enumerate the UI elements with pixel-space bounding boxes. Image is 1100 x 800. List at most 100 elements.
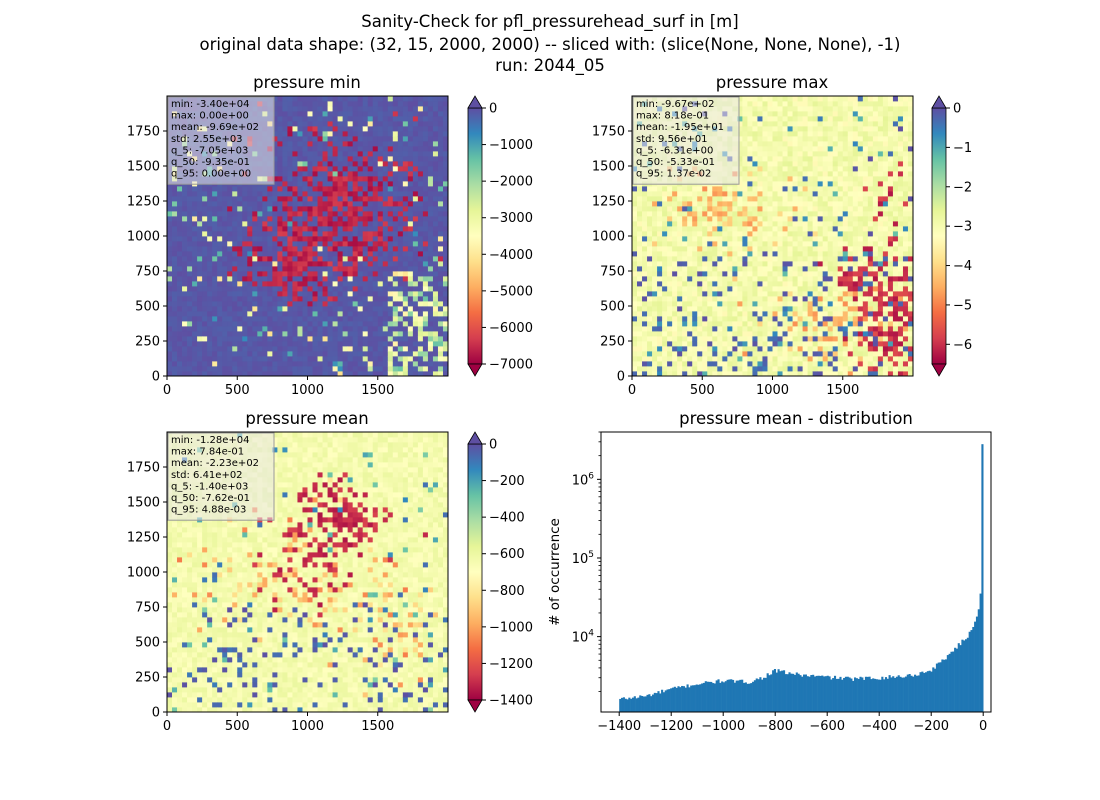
heatmap-cell	[202, 371, 208, 376]
heatmap-cell	[167, 321, 173, 327]
heatmap-cell	[372, 281, 379, 287]
heatmap-cell	[397, 211, 404, 217]
heatmap-cell	[767, 181, 773, 187]
heatmap-cell	[222, 326, 228, 332]
heatmap-cell	[247, 221, 253, 227]
heatmap-cell	[442, 336, 448, 342]
heatmap-cell	[412, 131, 419, 137]
heatmap-cell	[357, 201, 364, 207]
heatmap-cell	[182, 291, 188, 297]
heatmap-cell	[657, 311, 663, 317]
heatmap-cell	[432, 121, 439, 127]
heatmap-cell	[692, 236, 698, 242]
heatmap-cell	[397, 106, 404, 112]
heatmap-cell	[247, 206, 253, 212]
heatmap-cell	[427, 236, 434, 242]
heatmap-cell	[377, 101, 384, 107]
heatmap-cell	[427, 251, 434, 257]
heatmap-cell	[437, 351, 444, 357]
heatmap-cell	[177, 336, 183, 342]
heatmap-cell	[667, 236, 673, 242]
heatmap-cell	[192, 331, 198, 337]
heatmap-cell	[382, 246, 389, 252]
heatmap-cell	[242, 266, 248, 272]
heatmap-cell	[662, 301, 668, 307]
heatmap-cell	[772, 356, 778, 362]
suptitle-line-3: run: 2044_05	[495, 56, 605, 75]
heatmap-cell	[747, 136, 753, 142]
heatmap-cell	[657, 371, 663, 376]
heatmap-cell	[307, 111, 313, 117]
heatmap-cell	[787, 151, 793, 157]
heatmap-cell	[692, 366, 698, 372]
heatmap-cell	[787, 156, 793, 162]
heatmap-cell	[772, 121, 778, 127]
heatmap-cell	[372, 201, 379, 207]
heatmap-cell	[722, 311, 728, 317]
heatmap-cell	[207, 251, 213, 257]
heatmap-cell	[352, 216, 359, 222]
heatmap-cell	[287, 256, 293, 262]
heatmap-cell	[362, 96, 369, 102]
heatmap-cell	[282, 161, 288, 167]
heatmap-cell	[422, 271, 429, 277]
heatmap-cell	[402, 201, 409, 207]
heatmap-cell	[362, 231, 369, 237]
heatmap-cell	[272, 291, 278, 297]
heatmap-cell	[272, 156, 278, 162]
y-tick-label: 1750	[127, 125, 160, 140]
heatmap-cell	[772, 201, 778, 207]
heatmap-cell	[302, 211, 308, 217]
heatmap-cell	[177, 311, 183, 317]
heatmap-cell	[252, 286, 258, 292]
heatmap-cell	[437, 111, 444, 117]
heatmap-cell	[372, 226, 379, 232]
heatmap-cell	[642, 356, 648, 362]
heatmap-cell	[282, 306, 288, 312]
heatmap-cell	[372, 181, 379, 187]
heatmap-cell	[697, 341, 703, 347]
heatmap-cell	[417, 211, 424, 217]
heatmap-cell	[332, 301, 339, 307]
heatmap-cell	[642, 196, 648, 202]
heatmap-cell	[742, 186, 748, 192]
heatmap-cell	[677, 226, 683, 232]
heatmap-cell	[217, 211, 223, 217]
heatmap-cell	[332, 346, 339, 352]
heatmap-cell	[772, 221, 778, 227]
heatmap-cell	[442, 291, 448, 297]
heatmap-cell	[267, 291, 273, 297]
heatmap-cell	[232, 216, 238, 222]
heatmap-cell	[167, 211, 173, 217]
heatmap-cell	[337, 101, 344, 107]
heatmap-cell	[352, 321, 359, 327]
heatmap-cell	[367, 156, 374, 162]
heatmap-cell	[727, 246, 733, 252]
heatmap-cell	[312, 136, 318, 142]
heatmap-cell	[192, 186, 198, 192]
heatmap-cell	[717, 296, 723, 302]
heatmap-cell	[187, 191, 193, 197]
heatmap-cell	[372, 106, 379, 112]
heatmap-cell	[197, 301, 203, 307]
heatmap-cell	[782, 326, 788, 332]
heatmap-cell	[772, 111, 778, 117]
heatmap-cell	[367, 251, 374, 257]
heatmap-cell	[737, 191, 743, 197]
heatmap-cell	[767, 306, 773, 312]
heatmap-cell	[757, 181, 763, 187]
heatmap-cell	[352, 256, 359, 262]
heatmap-cell	[672, 361, 678, 367]
heatmap-cell	[382, 161, 389, 167]
heatmap-cell	[332, 261, 339, 267]
heatmap-cell	[402, 196, 409, 202]
heatmap-cell	[277, 156, 283, 162]
heatmap-cell	[772, 206, 778, 212]
heatmap-cell	[772, 266, 778, 272]
heatmap-cell	[272, 346, 278, 352]
heatmap-cell	[407, 366, 414, 372]
heatmap-cell	[332, 156, 339, 162]
heatmap-cell	[787, 136, 793, 142]
heatmap-cell	[417, 221, 424, 227]
heatmap-cell	[317, 261, 323, 267]
